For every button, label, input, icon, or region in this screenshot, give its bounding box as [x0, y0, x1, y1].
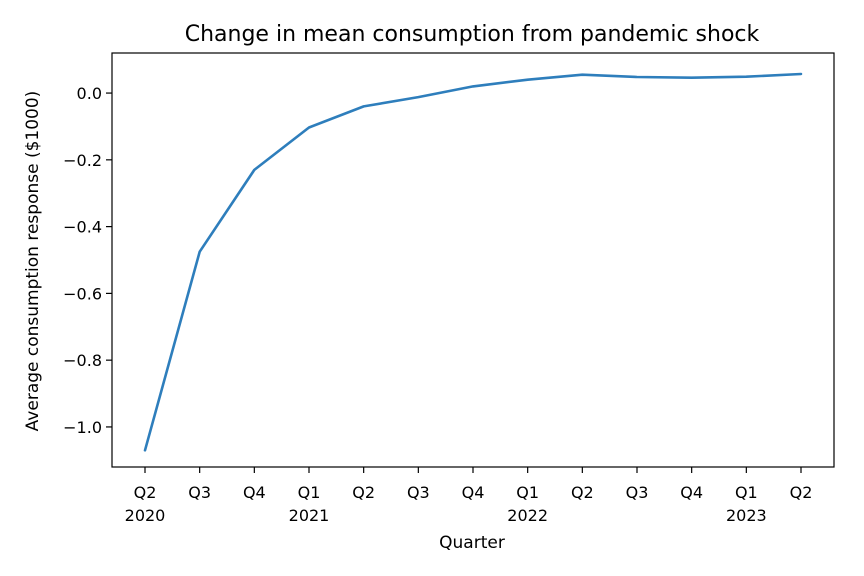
- x-axis: Q2 2020 Q3 Q4 Q1 2021 Q2 Q3 Q4 Q1 2022 Q2 Q3 Q4 Q1 2023…: [125, 467, 813, 525]
- x-tick-label: Q2: [352, 483, 375, 502]
- series-line: [143, 72, 803, 452]
- x-tick-year-label: 2022: [507, 506, 548, 525]
- x-tick-label: Q4: [462, 483, 485, 502]
- x-tick-label: Q1: [735, 483, 758, 502]
- plot-frame: [111, 52, 835, 468]
- x-tick-label: Q3: [626, 483, 649, 502]
- y-tick-label: 0.0: [77, 84, 102, 103]
- y-tick-label: −0.8: [63, 351, 102, 370]
- x-tick-year-label: 2020: [125, 506, 166, 525]
- y-axis-label: Average consumption response ($1000): [23, 91, 43, 432]
- x-tick-label: Q2: [571, 483, 594, 502]
- x-tick-label: Q1: [516, 483, 539, 502]
- y-tick-label: −0.2: [63, 151, 102, 170]
- y-tick-label: −0.6: [63, 284, 102, 303]
- x-axis-label: Quarter: [439, 533, 505, 553]
- chart-title: Change in mean consumption from pandemic…: [185, 22, 760, 47]
- x-tick-label: Q1: [298, 483, 321, 502]
- y-tick-label: −1.0: [63, 418, 102, 437]
- y-tick-label: −0.4: [63, 218, 102, 237]
- x-tick-year-label: 2023: [726, 506, 767, 525]
- x-tick-label: Q2: [790, 483, 813, 502]
- x-tick-label: Q3: [188, 483, 211, 502]
- x-tick-label: Q4: [243, 483, 266, 502]
- x-tick-label: Q3: [407, 483, 430, 502]
- y-axis: 0.0 −0.2 −0.4 −0.6 −0.8 −1.0: [63, 84, 112, 437]
- series-layer: [143, 72, 803, 452]
- x-tick-year-label: 2021: [289, 506, 330, 525]
- x-tick-label: Q4: [680, 483, 703, 502]
- x-tick-label: Q2: [134, 483, 157, 502]
